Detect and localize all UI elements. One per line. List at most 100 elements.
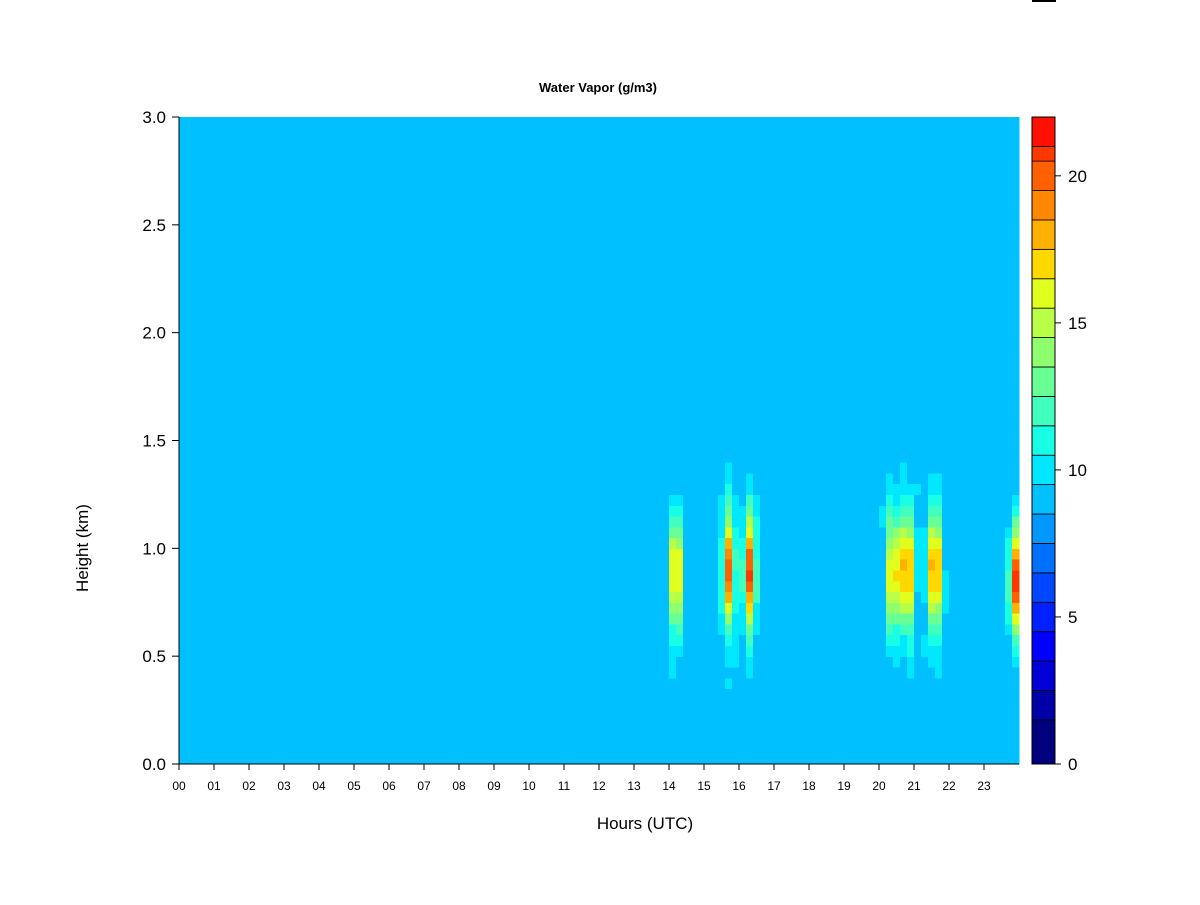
- heatmap-cell: [389, 623, 397, 636]
- heatmap-cell: [501, 483, 509, 496]
- heatmap-cell: [298, 699, 306, 711]
- heatmap-cell: [417, 537, 425, 549]
- heatmap-cell: [242, 257, 250, 269]
- heatmap-cell: [487, 397, 495, 409]
- heatmap-cell: [487, 559, 495, 571]
- heatmap-cell: [599, 117, 607, 129]
- heatmap-cell: [186, 699, 194, 711]
- heatmap-cell: [634, 742, 642, 754]
- heatmap-cell: [431, 149, 439, 161]
- heatmap-cell: [557, 332, 565, 345]
- heatmap-cell: [326, 418, 334, 431]
- heatmap-cell: [375, 656, 383, 668]
- heatmap-cell: [536, 494, 544, 506]
- heatmap-cell: [732, 386, 740, 398]
- heatmap-cell: [466, 149, 474, 161]
- heatmap-cell: [718, 580, 726, 593]
- heatmap-cell: [613, 688, 621, 700]
- heatmap-cell: [214, 365, 222, 377]
- heatmap-cell: [375, 235, 383, 247]
- heatmap-cell: [389, 602, 397, 614]
- heatmap-cell: [620, 127, 628, 140]
- heatmap-cell: [676, 537, 684, 549]
- heatmap-cell: [739, 181, 747, 194]
- heatmap-cell: [228, 677, 236, 690]
- heatmap-cell: [522, 397, 530, 409]
- heatmap-cell: [263, 429, 271, 442]
- heatmap-cell: [536, 591, 544, 603]
- heatmap-cell: [662, 429, 670, 442]
- heatmap-cell: [333, 494, 341, 506]
- heatmap-cell: [340, 591, 348, 603]
- heatmap-cell: [522, 591, 530, 603]
- heatmap-cell: [214, 311, 222, 323]
- heatmap-cell: [431, 623, 439, 636]
- heatmap-cell: [669, 160, 677, 172]
- heatmap-cell: [529, 699, 537, 711]
- heatmap-cell: [585, 311, 593, 323]
- heatmap-cell: [746, 634, 754, 646]
- heatmap-cell: [193, 224, 201, 237]
- heatmap-cell: [375, 472, 383, 485]
- heatmap-cell: [746, 267, 754, 280]
- heatmap-cell: [249, 537, 257, 549]
- heatmap-cell: [263, 214, 271, 226]
- heatmap-cell: [501, 181, 509, 194]
- heatmap-cell: [221, 472, 229, 485]
- heatmap-cell: [550, 537, 558, 549]
- heatmap-cell: [403, 645, 411, 657]
- heatmap-cell: [263, 688, 271, 700]
- heatmap-cell: [389, 181, 397, 194]
- heatmap-cell: [557, 462, 565, 474]
- heatmap-cell: [732, 613, 740, 625]
- heatmap-cell: [375, 354, 383, 366]
- heatmap-cell: [214, 688, 222, 700]
- heatmap-cell: [200, 257, 208, 269]
- heatmap-cell: [515, 267, 523, 280]
- heatmap-cell: [655, 311, 663, 323]
- heatmap-cell: [599, 731, 607, 744]
- heatmap-cell: [396, 548, 404, 560]
- heatmap-cell: [214, 602, 222, 614]
- heatmap-cell: [389, 149, 397, 161]
- heatmap-cell: [284, 311, 292, 323]
- heatmap-cell: [676, 117, 684, 129]
- heatmap-cell: [200, 386, 208, 398]
- heatmap-cell: [298, 688, 306, 700]
- heatmap-cell: [235, 149, 243, 161]
- heatmap-cell: [690, 613, 698, 625]
- heatmap-cell: [305, 515, 313, 528]
- heatmap-cell: [480, 321, 488, 334]
- heatmap-cell: [214, 246, 222, 258]
- heatmap-cell: [396, 397, 404, 409]
- heatmap-cell: [361, 753, 369, 765]
- heatmap-cell: [207, 214, 215, 226]
- heatmap-cell: [613, 343, 621, 355]
- heatmap-cell: [753, 343, 761, 355]
- heatmap-cell: [725, 149, 733, 161]
- heatmap-cell: [732, 246, 740, 258]
- heatmap-cell: [494, 623, 502, 636]
- heatmap-cell: [746, 429, 754, 442]
- heatmap-cell: [641, 634, 649, 646]
- heatmap-cell: [291, 742, 299, 754]
- heatmap-cell: [466, 731, 474, 744]
- heatmap-cell: [536, 537, 544, 549]
- heatmap-cell: [431, 440, 439, 452]
- heatmap-cell: [291, 138, 299, 150]
- heatmap-cell: [298, 537, 306, 549]
- heatmap-cell: [368, 278, 376, 291]
- heatmap-cell: [508, 699, 516, 711]
- heatmap-cell: [459, 742, 467, 754]
- heatmap-cell: [445, 203, 453, 215]
- heatmap-cell: [270, 192, 278, 204]
- heatmap-cell: [515, 645, 523, 657]
- heatmap-cell: [683, 343, 691, 355]
- heatmap-cell: [431, 365, 439, 377]
- heatmap-cell: [410, 267, 418, 280]
- heatmap-cell: [676, 440, 684, 452]
- heatmap-cell: [487, 192, 495, 204]
- heatmap-cell: [340, 666, 348, 679]
- heatmap-cell: [452, 472, 460, 485]
- heatmap-cell: [368, 181, 376, 194]
